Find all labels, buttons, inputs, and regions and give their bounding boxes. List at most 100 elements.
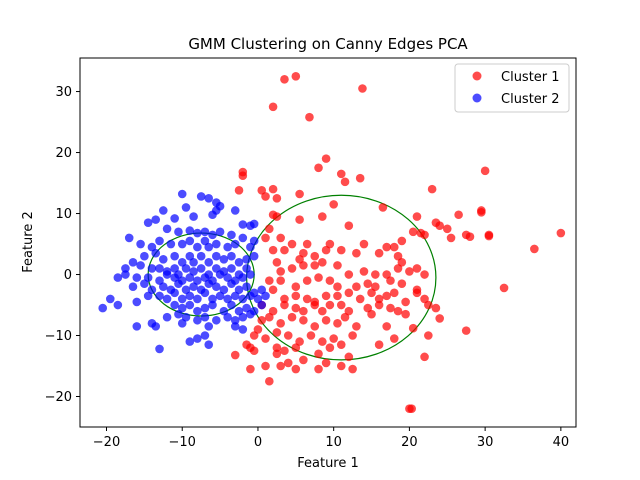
cluster-1-point [305, 112, 314, 122]
cluster-1-point [272, 212, 282, 221]
cluster-2-point [230, 206, 240, 215]
cluster-2-point [155, 236, 164, 246]
cluster-2-point [113, 273, 123, 282]
cluster-1-point [234, 186, 244, 195]
cluster-2-point [208, 210, 217, 220]
x-axis-label: Feature 1 [297, 456, 359, 471]
cluster-1-point [336, 169, 346, 179]
cluster-1-point [318, 212, 327, 221]
cluster-2-point [249, 219, 259, 229]
cluster-1-point [344, 288, 354, 298]
cluster-2-point [238, 233, 248, 243]
cluster-1-point [397, 236, 407, 246]
cluster-1-point [299, 355, 308, 365]
cluster-1-point [374, 248, 384, 258]
cluster-2-point [246, 309, 255, 319]
cluster-1-point [371, 270, 380, 279]
cluster-1-point [287, 264, 297, 273]
cluster-2-point [212, 315, 221, 325]
cluster-1-point [314, 273, 323, 282]
cluster-1-point [265, 276, 274, 285]
x-tick-label: 20 [401, 435, 418, 450]
cluster-2-point [132, 273, 142, 282]
cluster-1-point [420, 270, 429, 279]
cluster-2-point [261, 291, 270, 301]
cluster-2-point [242, 282, 251, 292]
cluster-1-point [321, 358, 331, 368]
cluster-1-point [340, 177, 350, 187]
cluster-2-point [230, 322, 240, 331]
cluster-1-point [484, 230, 494, 240]
cluster-1-point [389, 334, 399, 343]
cluster-1-point [314, 163, 323, 173]
cluster-2-point [189, 258, 198, 267]
cluster-2-point [151, 248, 161, 258]
cluster-2-point [185, 337, 195, 346]
cluster-1-point [265, 224, 274, 234]
y-tick-label: 0 [64, 268, 72, 283]
cluster-2-point [204, 242, 214, 252]
cluster-1-point [291, 364, 301, 374]
cluster-1-point [291, 282, 301, 292]
cluster-2-point [121, 270, 130, 279]
cluster-1-point [333, 261, 342, 270]
cluster-1-point [340, 312, 350, 322]
cluster-2-point [170, 300, 179, 310]
cluster-1-point [302, 276, 312, 285]
cluster-1-point [318, 306, 327, 316]
cluster-1-point [268, 245, 278, 255]
cluster-1-point [420, 230, 429, 240]
cluster-2-point [158, 282, 168, 292]
cluster-2-point [227, 251, 236, 261]
legend-marker-cluster-1 [472, 71, 482, 81]
cluster-1-point [329, 200, 338, 209]
cluster-1-point [283, 358, 293, 368]
cluster-2-point [196, 264, 206, 273]
cluster-1-point [276, 319, 285, 328]
cluster-1-point [344, 221, 354, 231]
cluster-2-point [249, 251, 259, 261]
cluster-2-points [98, 189, 270, 354]
cluster-1-point [352, 248, 361, 258]
cluster-1-point [442, 224, 452, 234]
cluster-2-point [162, 270, 172, 279]
cluster-2-point [200, 331, 210, 340]
cluster-2-point [136, 261, 145, 270]
cluster-1-point [382, 322, 391, 331]
cluster-1-point [530, 244, 539, 254]
cluster-2-point [223, 242, 232, 252]
cluster-2-point [143, 291, 153, 301]
cluster-1-point [424, 300, 433, 310]
cluster-1-point [435, 221, 444, 231]
cluster-1-point [268, 285, 278, 295]
cluster-2-point [177, 294, 187, 304]
cluster-2-point [185, 273, 195, 282]
cluster-2-point [189, 282, 198, 292]
cluster-2-point [121, 264, 130, 273]
cluster-2-point [249, 236, 259, 246]
cluster-1-point [268, 184, 278, 194]
cluster-1-point [230, 350, 240, 360]
cluster-2-point [200, 303, 210, 313]
cluster-2-point [215, 291, 225, 301]
cluster-1-point [238, 171, 248, 181]
cluster-1-point [280, 300, 289, 310]
cluster-1-point [272, 193, 282, 203]
cluster-1-point [249, 331, 259, 340]
cluster-1-point [401, 309, 410, 319]
legend-label-cluster-1: Cluster 1 [501, 70, 560, 85]
cluster-1-point [461, 326, 471, 335]
cluster-1-point [358, 84, 367, 93]
cluster-2-point [230, 291, 240, 301]
cluster-1-point [318, 258, 327, 267]
cluster-2-point [140, 251, 149, 261]
cluster-1-point [352, 282, 361, 292]
cluster-2-point [158, 254, 168, 264]
legend-label-cluster-2: Cluster 2 [501, 92, 560, 107]
cluster-1-point [344, 270, 354, 279]
cluster-1-point [336, 340, 346, 349]
cluster-1-point [374, 294, 384, 304]
cluster-1-point [299, 315, 308, 325]
x-axis-ticks: −20 −10 0 10 20 30 40 [93, 427, 569, 450]
cluster-1-point [310, 300, 320, 310]
